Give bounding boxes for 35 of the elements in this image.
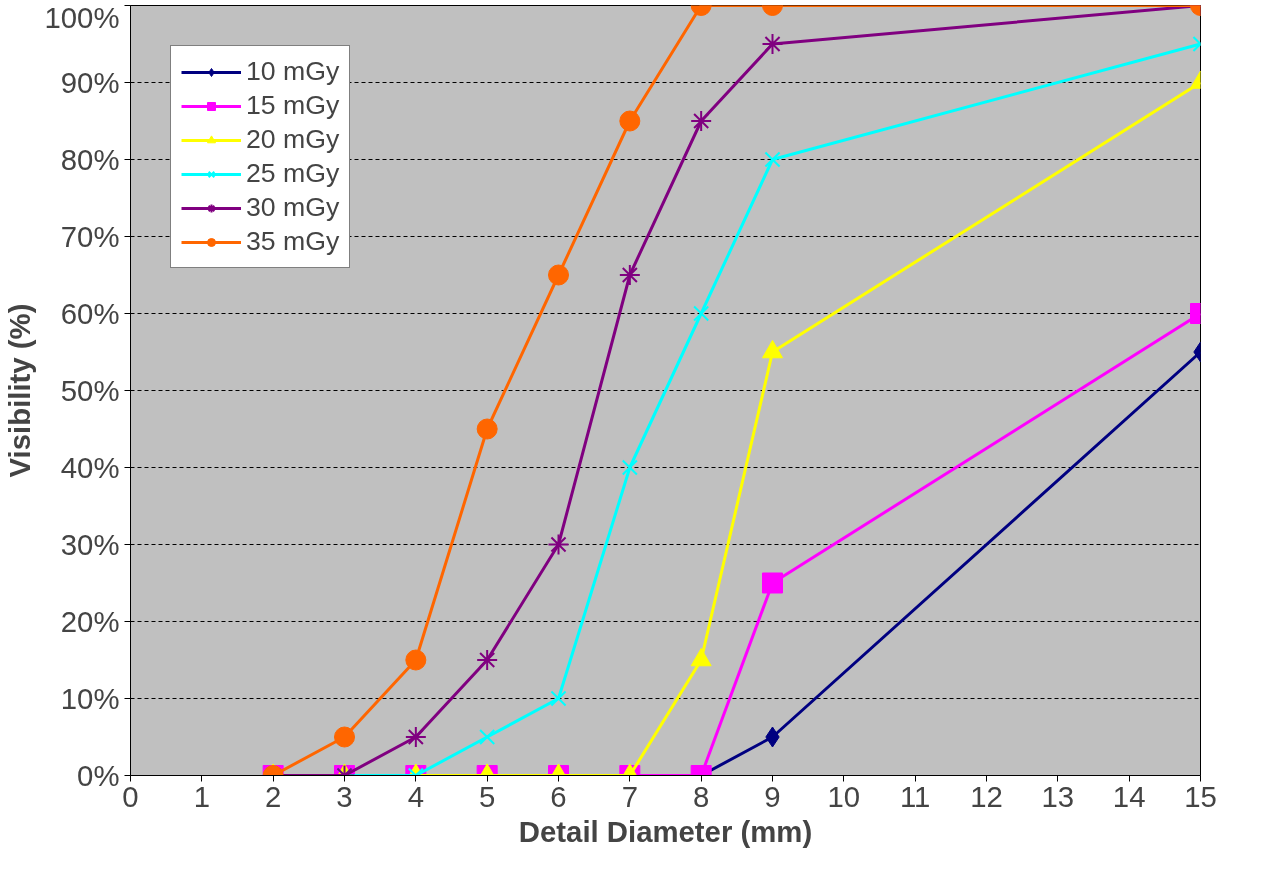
x-tick-label: 12 <box>970 779 1003 813</box>
y-tick-label: 50% <box>60 374 120 407</box>
legend-label: 10 mGy <box>246 56 340 87</box>
y-tick-label: 70% <box>60 220 120 253</box>
x-tick-label: 6 <box>550 779 567 813</box>
y-tick-label: 80% <box>60 143 120 176</box>
x-tick-label: 7 <box>621 779 638 813</box>
y-tick-label: 0% <box>77 759 120 792</box>
legend-label: 15 mGy <box>246 90 340 121</box>
legend-label: 20 mGy <box>246 124 340 155</box>
x-tick-label: 9 <box>764 779 781 813</box>
y-axis-title: Visibility (%) <box>3 303 37 478</box>
x-tick-label: 14 <box>1112 779 1146 813</box>
x-tick-label: 2 <box>265 779 282 813</box>
x-tick-label: 10 <box>827 779 861 813</box>
x-axis-title: Detail Diameter (mm) <box>518 814 813 848</box>
x-tick-label: 15 <box>1184 779 1217 813</box>
x-tick-label: 4 <box>407 779 424 813</box>
x-tick-label: 3 <box>336 779 353 813</box>
y-tick-label: 30% <box>60 528 120 561</box>
legend-label: 25 mGy <box>246 158 340 189</box>
x-tick-label: 0 <box>122 779 139 813</box>
y-tick-label: 10% <box>60 682 120 715</box>
legend-label: 35 mGy <box>246 226 340 257</box>
legend-label: 30 mGy <box>246 192 340 223</box>
y-tick-label: 20% <box>60 605 120 638</box>
y-tick-label: 40% <box>60 451 120 484</box>
x-tick-label: 5 <box>479 779 496 813</box>
x-tick-label: 11 <box>899 779 931 813</box>
x-tick-label: 1 <box>193 779 210 813</box>
y-tick-label: 100% <box>44 0 120 34</box>
y-tick-label: 90% <box>60 66 120 99</box>
y-tick-label: 60% <box>60 297 120 330</box>
x-tick-label: 13 <box>1041 779 1075 813</box>
x-tick-label: 8 <box>693 779 710 813</box>
